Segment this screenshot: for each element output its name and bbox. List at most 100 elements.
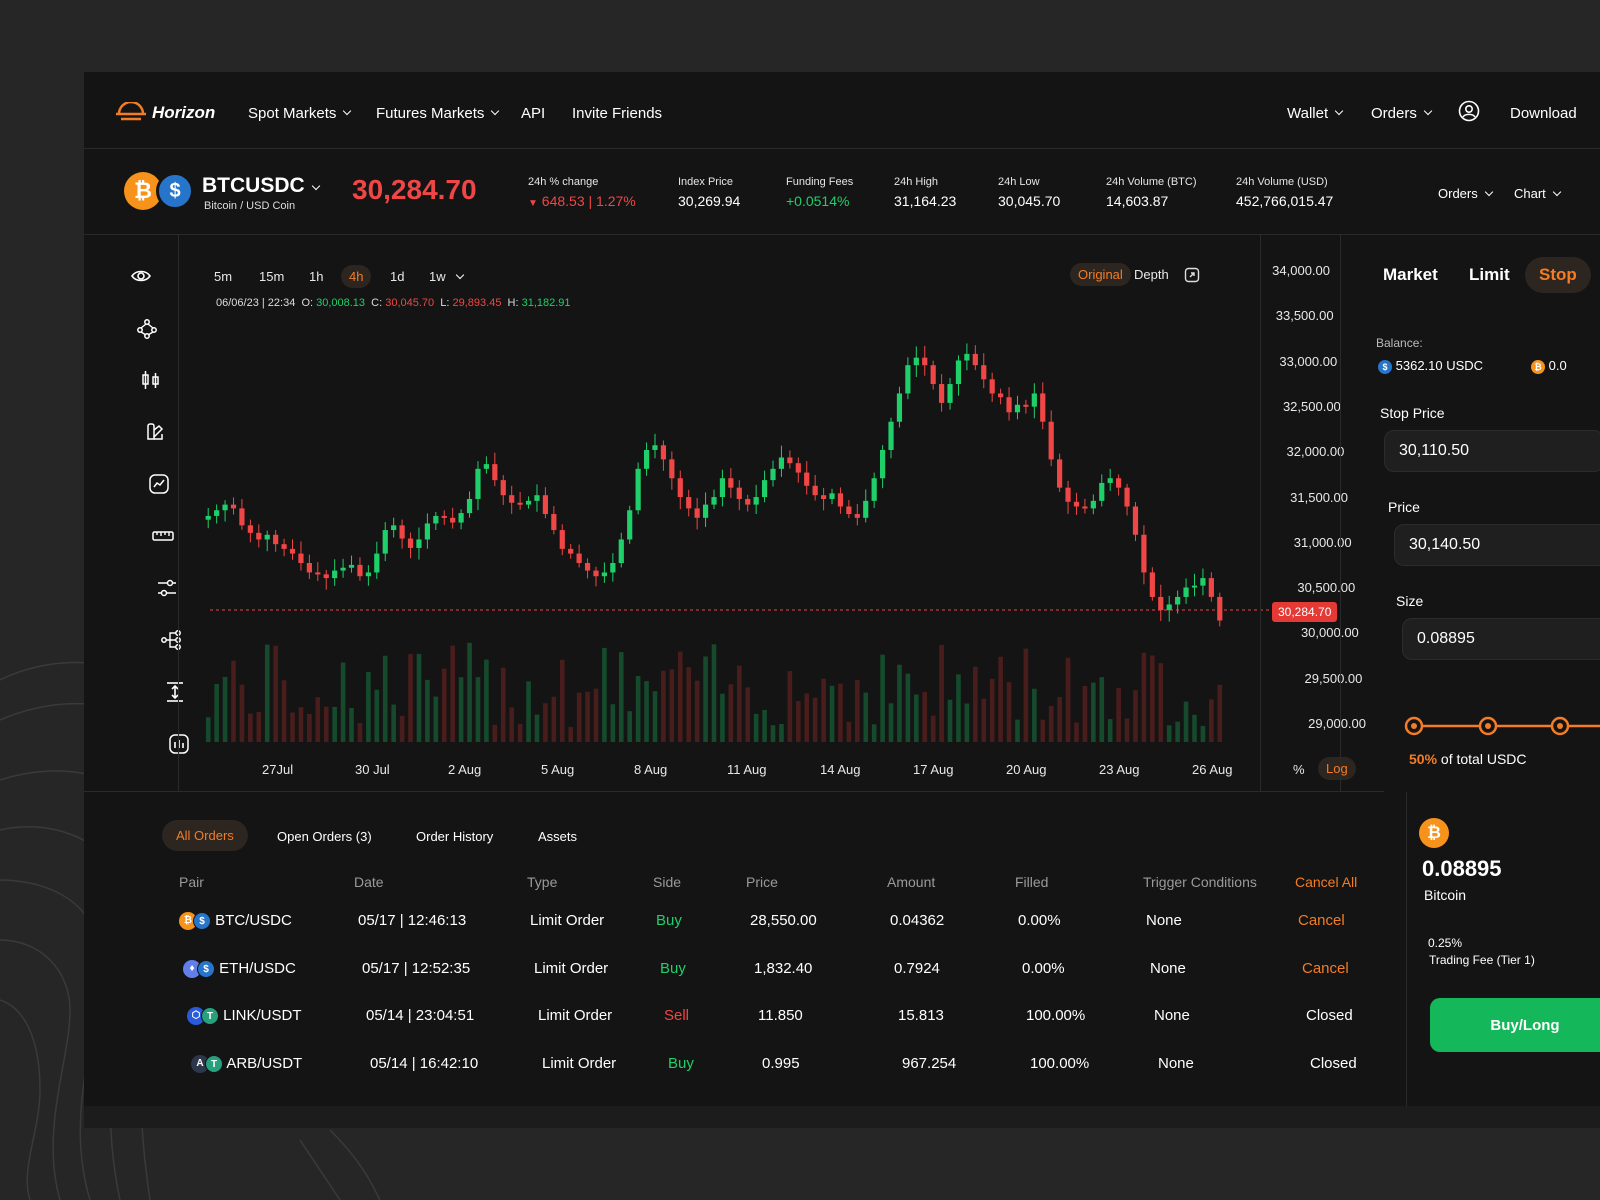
volume-bar [1048, 705, 1054, 742]
nav-download[interactable]: Download [1510, 105, 1577, 122]
log-scale-button[interactable]: Log [1318, 757, 1356, 780]
timeframe-1h[interactable]: 1h [309, 269, 324, 284]
tab-assets[interactable]: Assets [538, 829, 578, 844]
cell-price: 1,832.40 [754, 959, 813, 977]
candle-body [1183, 587, 1189, 597]
candle-body [854, 514, 860, 518]
candle-body [534, 495, 540, 501]
size-slider[interactable] [1402, 712, 1600, 740]
expand-icon[interactable] [1184, 267, 1200, 288]
sliders-icon[interactable] [156, 577, 178, 604]
resize-icon[interactable] [164, 681, 186, 708]
candle-body [947, 384, 953, 403]
volume-bar [1015, 719, 1020, 742]
candle-body [896, 393, 903, 422]
tab-open-orders[interactable]: Open Orders (3) [277, 829, 372, 844]
candle-body [1158, 596, 1164, 611]
orders-toggle[interactable]: Orders [1438, 186, 1492, 201]
volume-bar [543, 703, 548, 742]
nav-invite-friends[interactable]: Invite Friends [572, 105, 663, 122]
pair-selector[interactable]: BTCUSDC [202, 174, 319, 198]
percent-scale-button[interactable]: % [1293, 762, 1305, 777]
eye-icon[interactable] [130, 265, 152, 292]
timeframe-15m[interactable]: 15m [259, 269, 285, 284]
price-tick: 33,500.00 [1275, 308, 1334, 324]
volume-bar [382, 655, 388, 742]
volume-bar [323, 706, 329, 742]
brand[interactable]: Horizon [116, 102, 215, 124]
price-input[interactable]: 30,140.50 [1394, 524, 1600, 566]
chart-icon[interactable] [148, 473, 170, 500]
tab-order-history[interactable]: Order History [416, 829, 494, 844]
buy-long-button[interactable]: Buy/Long [1430, 998, 1600, 1052]
view-depth-button[interactable]: Depth [1134, 267, 1169, 282]
nav-orders[interactable]: Orders [1371, 105, 1431, 122]
order-tab-limit[interactable]: Limit [1469, 265, 1510, 284]
view-original-button[interactable]: Original [1070, 263, 1131, 286]
brush-icon[interactable] [144, 421, 166, 448]
candle-body [863, 500, 869, 518]
slider-label: 50% of total USDC [1409, 751, 1527, 767]
timeframe-1d[interactable]: 1d [390, 269, 405, 284]
time-tick: 27Jul [262, 762, 294, 777]
volume-bar [1200, 725, 1206, 742]
volume-icon[interactable] [168, 733, 190, 760]
volume-bar [627, 711, 633, 742]
volume-bar [644, 681, 649, 742]
ohlc-readout: 06/06/23 | 22:34 O: 30,008.13 C: 30,045.… [216, 297, 571, 309]
volume-bar [391, 704, 396, 742]
nav-spot-markets[interactable]: Spot Markets [248, 105, 350, 122]
cell-trigger: None [1146, 912, 1182, 929]
candle-body [323, 574, 329, 579]
volume-bar [736, 665, 742, 742]
nav-wallet[interactable]: Wallet [1287, 105, 1342, 122]
price-tick: 34,000.00 [1272, 263, 1330, 278]
fee-percent: 0.25% [1428, 936, 1463, 950]
volume-bar [787, 671, 793, 742]
nav-futures-markets[interactable]: Futures Markets [376, 105, 498, 122]
cancel-order-button[interactable]: Cancel [1302, 959, 1349, 977]
ruler-icon[interactable] [152, 525, 174, 552]
price-tick: 29,000.00 [1308, 716, 1366, 731]
volume-bar [231, 660, 236, 742]
tab-all-orders[interactable]: All Orders [162, 820, 248, 851]
chart-toggle[interactable]: Chart [1514, 186, 1560, 201]
price-tick: 31,000.00 [1293, 534, 1352, 550]
volume-bar [441, 668, 447, 742]
timeframe-5m[interactable]: 5m [214, 269, 233, 284]
cancel-order-button[interactable]: Cancel [1298, 912, 1345, 929]
fee-label: Trading Fee (Tier 1) [1429, 953, 1535, 967]
cell-side: Buy [656, 912, 682, 929]
stat-index-price: Index Price 30,269.94 [678, 176, 741, 209]
timeframe-4h[interactable]: 4h [341, 265, 372, 288]
volume-bar [205, 717, 211, 742]
candle-body [981, 365, 987, 380]
volume-bar [340, 662, 346, 742]
time-tick: 20 Aug [1006, 762, 1047, 777]
node-icon[interactable] [136, 317, 158, 344]
candle-body [787, 457, 793, 464]
candle-body [846, 506, 852, 515]
volume-bar [1006, 682, 1012, 742]
price-chart[interactable] [84, 72, 1600, 792]
timeframe-1w[interactable]: 1w [421, 265, 471, 288]
candles-icon[interactable] [140, 369, 162, 396]
volume-bar [720, 693, 725, 742]
cell-trigger: None [1150, 959, 1186, 977]
price-label: Price [1388, 499, 1420, 515]
order-tab-market[interactable]: Market [1383, 265, 1438, 284]
cancel-all-button[interactable]: Cancel All [1295, 874, 1358, 890]
volume-bar [264, 644, 270, 742]
usdc-coin-icon: $ [156, 172, 194, 210]
volume-bar [248, 713, 253, 742]
stop-price-input[interactable]: 30,110.50 [1384, 430, 1600, 472]
order-tab-stop[interactable]: Stop [1525, 257, 1591, 293]
nav-api[interactable]: API [521, 105, 546, 122]
account-icon[interactable] [1458, 100, 1480, 127]
candle-body [289, 548, 296, 554]
candle-body [728, 478, 734, 488]
col-type: Type [527, 874, 558, 890]
size-input[interactable]: 0.08895 [1402, 618, 1600, 660]
candle-body [930, 365, 936, 385]
